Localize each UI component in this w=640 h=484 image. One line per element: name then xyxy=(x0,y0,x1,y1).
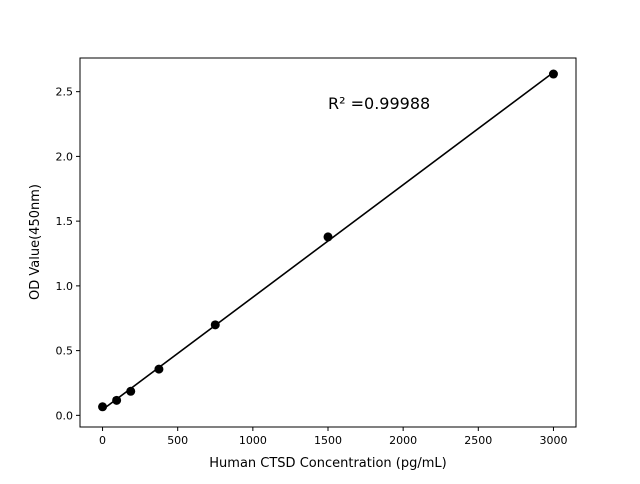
x-axis: 0 500 1000 1500 2000 2500 3000 xyxy=(99,427,567,447)
x-tick-label: 1000 xyxy=(239,434,267,447)
y-axis-label: OD Value(450nm) xyxy=(28,184,43,300)
y-tick-label: 1.0 xyxy=(56,280,74,293)
y-tick-label: 0.5 xyxy=(56,345,74,358)
data-point xyxy=(98,402,108,412)
y-tick-label: 1.5 xyxy=(56,215,74,228)
y-axis: 0.0 0.5 1.0 1.5 2.0 2.5 xyxy=(56,86,80,422)
data-point xyxy=(154,364,164,374)
data-point xyxy=(548,69,558,79)
y-tick-label: 0.0 xyxy=(56,409,74,422)
data-point xyxy=(323,232,333,242)
x-tick-label: 3000 xyxy=(539,434,567,447)
x-tick-label: 1500 xyxy=(314,434,342,447)
series xyxy=(98,69,558,412)
data-point xyxy=(126,386,136,396)
r-squared-annotation: R² =0.99988 xyxy=(328,94,430,113)
y-tick-label: 2.5 xyxy=(56,86,74,99)
data-point xyxy=(112,395,122,405)
x-axis-label: Human CTSD Concentration (pg/mL) xyxy=(209,456,446,471)
y-tick-label: 2.0 xyxy=(56,150,74,163)
x-tick-label: 500 xyxy=(167,434,188,447)
x-tick-label: 2000 xyxy=(389,434,417,447)
x-tick-label: 0 xyxy=(99,434,106,447)
x-tick-label: 2500 xyxy=(464,434,492,447)
data-point xyxy=(210,320,220,330)
